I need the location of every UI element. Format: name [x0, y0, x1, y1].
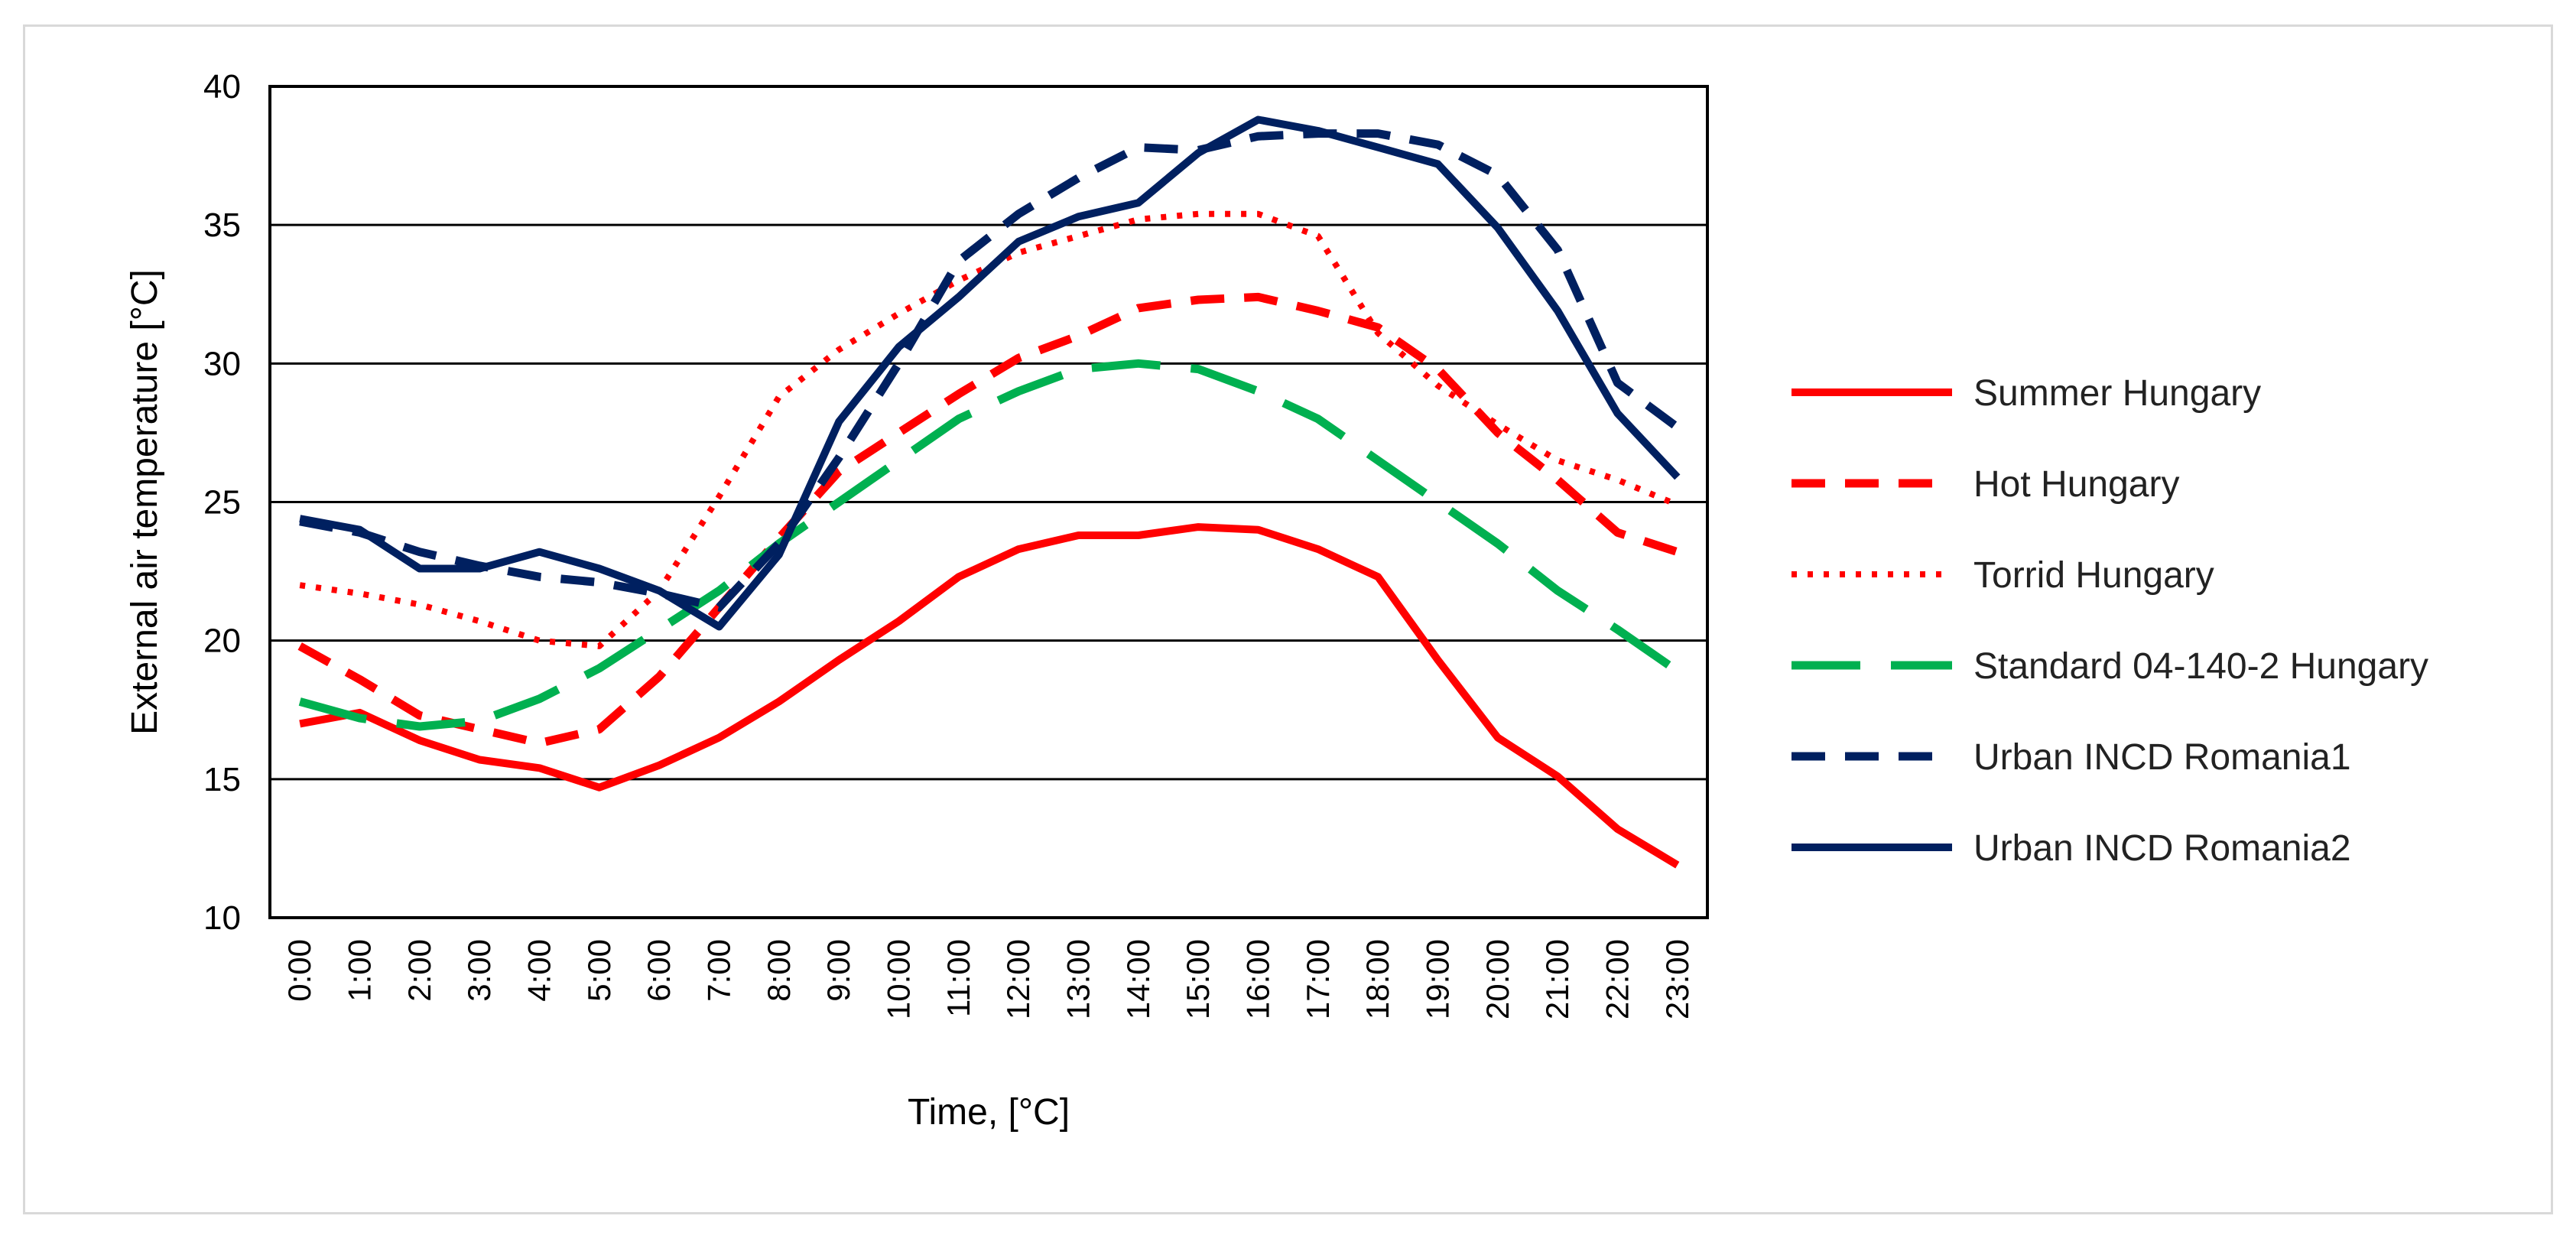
- legend-item: Standard 04-140-2 Hungary: [1792, 646, 2428, 687]
- x-tick-label: 16:00: [1240, 939, 1276, 1019]
- y-axis-label: External air temperature [°C]: [125, 269, 165, 735]
- legend-label: Hot Hungary: [1973, 464, 2179, 505]
- legend-item: Torrid Hungary: [1792, 555, 2214, 596]
- y-tick-label: 25: [203, 484, 241, 522]
- y-tick-label: 15: [203, 761, 241, 798]
- y-tick-label: 20: [203, 622, 241, 660]
- gridlines: [270, 85, 1707, 919]
- x-tick-label: 4:00: [521, 939, 557, 1002]
- series-line-urban-incd-romania1: [299, 129, 1681, 612]
- x-tick-label: 18:00: [1359, 939, 1395, 1019]
- x-tick-label: 15:00: [1180, 939, 1216, 1019]
- x-tick-label: 3:00: [461, 939, 497, 1002]
- x-tick-label: 10:00: [881, 939, 917, 1019]
- x-tick-label: 0:00: [281, 939, 317, 1002]
- chart-frame: 10 15 20 25 30 35 40 0:00 1:00 2:00 3:00 4:00 5:00 6…: [23, 24, 2553, 1214]
- y-axis-ticks: 10 15 20 25 30 35 40: [203, 68, 241, 937]
- x-tick-label: 7:00: [701, 939, 737, 1002]
- legend-label: Standard 04-140-2 Hungary: [1973, 646, 2428, 687]
- x-tick-label: 2:00: [401, 939, 437, 1002]
- x-tick-label: 6:00: [641, 939, 677, 1002]
- legend: Summer Hungary Hot Hungary Torrid Hungary S…: [1792, 373, 2428, 869]
- legend-item: Urban INCD Romania2: [1792, 828, 2351, 869]
- x-tick-label: 1:00: [342, 939, 378, 1002]
- x-tick-label: 19:00: [1420, 939, 1456, 1019]
- x-tick-label: 11:00: [940, 939, 976, 1017]
- y-tick-label: 30: [203, 345, 241, 382]
- x-axis-ticks: 0:00 1:00 2:00 3:00 4:00 5:00 6:00 7:00 8:00 9:00…: [281, 939, 1695, 1019]
- y-tick-label: 40: [203, 68, 241, 106]
- legend-label: Urban INCD Romania2: [1973, 828, 2351, 869]
- line-chart: 10 15 20 25 30 35 40 0:00 1:00 2:00 3:00 4:00 5:00 6…: [125, 68, 2428, 1133]
- series-line-hot-hungary: [297, 292, 1679, 748]
- x-tick-label: 13:00: [1061, 939, 1096, 1019]
- legend-label: Summer Hungary: [1973, 373, 2261, 414]
- legend-item: Urban INCD Romania1: [1792, 737, 2351, 778]
- legend-label: Torrid Hungary: [1973, 555, 2214, 596]
- x-tick-label: 5:00: [581, 939, 617, 1002]
- series-line-torrid-hungary: [299, 210, 1679, 649]
- x-axis-label: Time, [°C]: [908, 1092, 1070, 1133]
- legend-item: Summer Hungary: [1792, 373, 2261, 414]
- plot-area-border: [268, 85, 1709, 919]
- x-tick-label: 17:00: [1300, 939, 1336, 1019]
- x-tick-label: 21:00: [1539, 939, 1575, 1019]
- series-line-urban-incd-romania2: [299, 115, 1681, 631]
- x-tick-label: 20:00: [1480, 939, 1515, 1019]
- y-tick-label: 10: [203, 899, 241, 937]
- x-tick-label: 8:00: [761, 939, 797, 1002]
- x-tick-label: 22:00: [1600, 939, 1636, 1019]
- x-tick-label: 23:00: [1659, 939, 1695, 1019]
- series-lines: [297, 115, 1681, 869]
- series-line-summer-hungary: [299, 523, 1680, 869]
- legend-item: Hot Hungary: [1792, 464, 2179, 505]
- x-tick-label: 12:00: [1000, 939, 1036, 1019]
- legend-label: Urban INCD Romania1: [1973, 737, 2351, 778]
- x-tick-label: 9:00: [820, 939, 856, 1002]
- x-tick-label: 14:00: [1120, 939, 1156, 1019]
- y-tick-label: 35: [203, 206, 241, 244]
- series-line-standard-04-140-2-hungary: [298, 359, 1680, 731]
